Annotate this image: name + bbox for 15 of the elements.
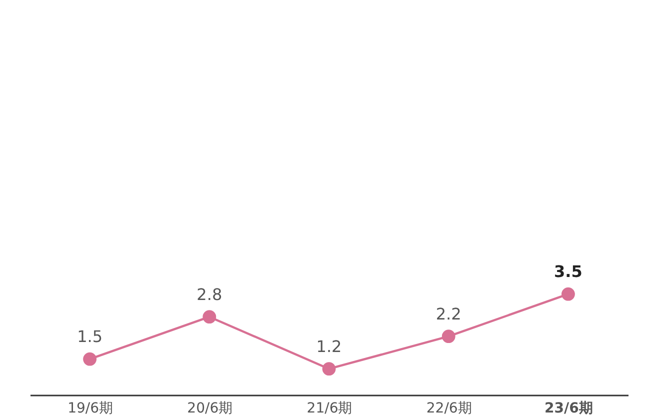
x-tick-label: 22/6期: [426, 400, 472, 416]
x-tick-label: 20/6期: [187, 400, 233, 416]
x-tick-label: 23/6期: [544, 400, 593, 416]
point: [83, 352, 97, 366]
point: [442, 330, 456, 344]
point: [561, 287, 575, 301]
data-label: 2.2: [436, 304, 462, 324]
data-label: 1.5: [77, 327, 103, 346]
data-label: 3.5: [554, 262, 582, 282]
x-tick-label: 19/6期: [68, 400, 114, 416]
point: [322, 362, 336, 376]
data-label: 1.2: [316, 336, 342, 356]
point: [202, 310, 216, 324]
x-tick-label: 21/6期: [306, 400, 352, 416]
data-label: 2.8: [196, 284, 222, 304]
